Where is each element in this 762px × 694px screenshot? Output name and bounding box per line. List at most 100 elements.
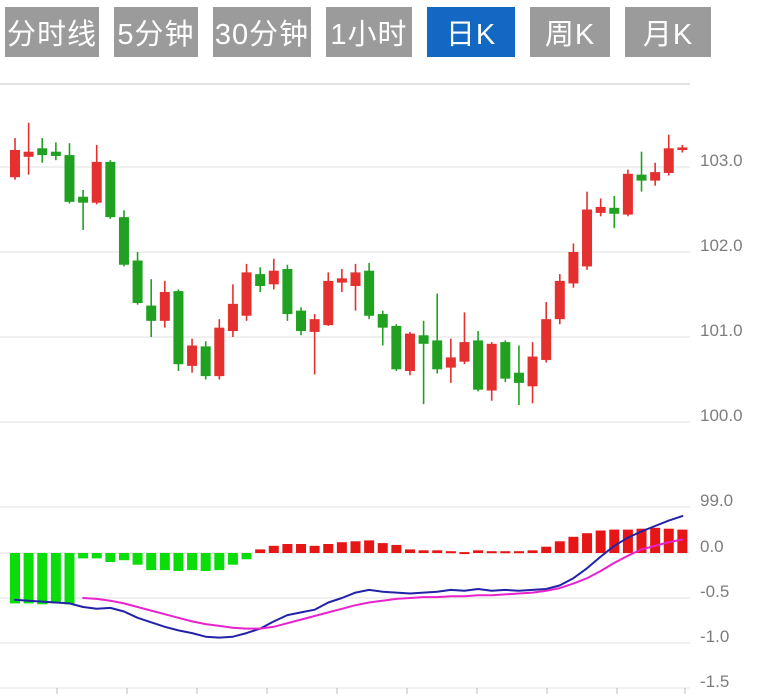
tab-daily-k[interactable]: 日K (427, 7, 515, 57)
tab-1hour[interactable]: 1小时 (326, 7, 412, 57)
macd-hist-bar-up (486, 551, 497, 554)
macd-hist-bar-up (513, 551, 524, 554)
candle-down (64, 155, 75, 202)
candle-up (187, 345, 198, 366)
tab-5min[interactable]: 5分钟 (114, 7, 198, 57)
macd-hist-bar-up (500, 551, 511, 554)
macd-hist-bar-down (91, 553, 102, 559)
candle-up (459, 342, 470, 362)
macd-hist-bar-down (118, 553, 129, 561)
macd-dif-line (14, 515, 684, 639)
tab-time-line[interactable]: 分时线 (5, 7, 99, 57)
candle-down (609, 207, 620, 214)
candle-up (350, 272, 361, 286)
candle-up (227, 303, 238, 332)
candle-down (146, 305, 157, 321)
macd-hist-bar-down (159, 553, 170, 571)
macd-hist-bar-up (323, 544, 334, 553)
macd-hist-bar-up (650, 527, 661, 553)
tab-monthly-k[interactable]: 月K (625, 7, 711, 57)
macd-axis-label--0.5: -0.5 (700, 582, 729, 601)
candle-down (132, 260, 143, 303)
macd-hist-bar-down (105, 553, 116, 562)
tab-30min[interactable]: 30分钟 (213, 7, 311, 57)
macd-hist-bar-up (377, 543, 388, 553)
macd-axis-label--1.0: -1.0 (700, 627, 729, 646)
macd-hist-bar-up (445, 551, 456, 554)
macd-hist-bar-up (582, 533, 593, 553)
macd-hist-bar-up (391, 544, 402, 553)
candle-down (200, 346, 211, 377)
candle-up (568, 252, 579, 284)
candle-up (241, 272, 252, 316)
macd-hist-bar-down (50, 553, 61, 604)
macd-hist-bar-up (568, 536, 579, 553)
macd-hist-bar-down (146, 553, 157, 571)
candle-down (282, 269, 293, 315)
candle-up (214, 327, 225, 377)
candle-down (50, 151, 61, 156)
macd-hist-bar-up (309, 545, 320, 553)
candle-up (309, 319, 320, 332)
macd-hist-bar-up (677, 529, 688, 553)
price-axis-label-100.0: 100.0 (700, 406, 743, 425)
macd-hist-bar-up (336, 542, 347, 553)
candle-up (677, 147, 688, 150)
candle-up (404, 333, 415, 371)
candle-up (159, 291, 170, 321)
price-axis-label-102.0: 102.0 (700, 236, 743, 255)
macd-hist-bar-up (636, 528, 647, 553)
macd-hist-bar-up (595, 530, 606, 553)
macd-axis-label-0.0: 0.0 (700, 537, 724, 556)
macd-hist-bar-down (241, 553, 252, 560)
candle-up (663, 148, 674, 173)
macd-hist-bar-up (622, 529, 633, 553)
candle-up (323, 280, 334, 326)
macd-hist-bar-down (78, 553, 89, 559)
macd-hist-bar-up (255, 549, 266, 553)
macd-hist-bar-down (37, 553, 48, 605)
macd-hist-bar-up (473, 550, 484, 553)
candle-up (486, 343, 497, 391)
macd-hist-bar-down (23, 553, 34, 604)
macd-hist-bar-up (527, 550, 538, 553)
candle-up (541, 319, 552, 360)
macd-hist-bar-down (10, 553, 20, 604)
candle-up (622, 173, 633, 215)
macd-dea-line (82, 538, 684, 630)
macd-hist-bar-up (418, 550, 429, 553)
price-axis-label-103.0: 103.0 (700, 151, 743, 170)
candle-up (336, 278, 347, 283)
candle-down (473, 340, 484, 390)
macd-hist-bar-up (541, 546, 552, 553)
price-axis-label-101.0: 101.0 (700, 321, 743, 340)
candle-down (173, 291, 184, 365)
price-axis-label-99.0: 99.0 (700, 491, 733, 510)
macd-hist-bar-up (404, 549, 415, 553)
macd-hist-bar-up (296, 544, 307, 553)
candle-down (118, 217, 129, 265)
candle-up (650, 172, 661, 181)
macd-hist-bar-down (200, 553, 211, 571)
candle-down (377, 314, 388, 328)
candle-down (418, 335, 429, 344)
candle-up (582, 209, 593, 267)
candle-down (391, 325, 402, 370)
macd-hist-bar-down (132, 553, 143, 565)
macd-hist-bar-down (64, 553, 75, 605)
tab-weekly-k[interactable]: 周K (530, 7, 610, 57)
candle-down (296, 310, 307, 332)
candle-up (10, 150, 20, 178)
chart-region[interactable]: 103.0 102.0 101.0 100.0 99.0 0.0 -0.5 -1.0 -1.5 (0, 80, 762, 694)
macd-axis-label--1.5: -1.5 (700, 672, 729, 691)
macd-hist-bar-up (609, 529, 620, 553)
candle-down (513, 372, 524, 383)
macd-hist-bar-up (554, 541, 565, 553)
candle-down (105, 161, 116, 218)
macd-hist-bar-down (214, 553, 225, 571)
candle-up (268, 270, 279, 285)
macd-hist-bar-down (227, 553, 238, 565)
candle-down (37, 148, 48, 156)
candle-up (445, 357, 456, 368)
